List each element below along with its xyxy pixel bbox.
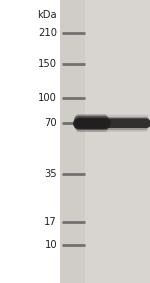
Text: 100: 100 xyxy=(38,93,57,103)
FancyBboxPatch shape xyxy=(60,0,150,283)
Text: 17: 17 xyxy=(44,217,57,227)
Text: 10: 10 xyxy=(44,240,57,250)
FancyBboxPatch shape xyxy=(60,0,85,283)
Text: 210: 210 xyxy=(38,27,57,38)
Text: 35: 35 xyxy=(44,169,57,179)
Text: kDa: kDa xyxy=(37,10,57,20)
Text: 150: 150 xyxy=(38,59,57,69)
Text: 70: 70 xyxy=(44,118,57,128)
